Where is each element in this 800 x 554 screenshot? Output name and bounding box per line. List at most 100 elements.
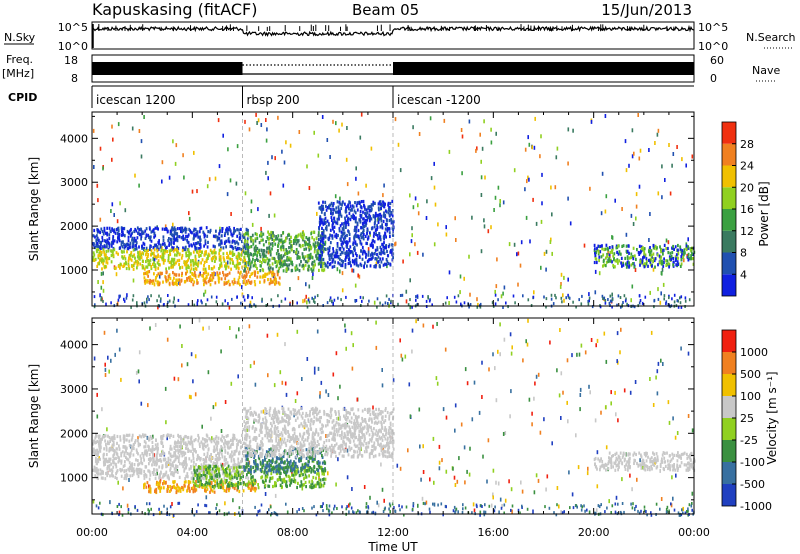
echo-cell	[347, 261, 350, 266]
ground-cell	[653, 305, 655, 309]
echo-cell	[121, 231, 124, 235]
echo-cell	[253, 249, 256, 253]
echo-cell	[339, 246, 341, 251]
echo-cell	[144, 281, 147, 285]
echo-cell	[224, 439, 226, 443]
echo-cell	[94, 459, 97, 463]
cpid-segment-label: icescan 1200	[96, 93, 175, 107]
scatter-cell	[226, 192, 229, 197]
ground-cell	[169, 505, 172, 509]
ground-cell	[602, 297, 604, 301]
echo-cell	[327, 247, 329, 251]
echo-cell	[130, 438, 133, 442]
echo-cell	[611, 245, 614, 249]
echo-cell	[338, 229, 341, 233]
echo-cell	[222, 270, 224, 275]
echo-cell	[225, 228, 227, 232]
echo-cell	[662, 264, 665, 268]
echo-cell	[108, 243, 111, 247]
echo-cell	[276, 270, 279, 274]
scatter-cell	[189, 269, 192, 274]
echo-cell	[360, 200, 363, 204]
echo-cell	[170, 472, 172, 476]
ground-cell	[270, 513, 272, 517]
echo-cell	[188, 244, 191, 248]
scatter-cell	[230, 381, 233, 386]
ground-cell	[580, 508, 583, 512]
echo-cell	[218, 243, 220, 247]
ground-cell	[345, 295, 347, 299]
echo-cell	[285, 236, 287, 240]
ground-cell	[346, 505, 348, 509]
echo-cell	[236, 260, 239, 264]
echo-cell	[183, 248, 186, 252]
echo-cell	[311, 269, 313, 273]
echo-cell	[162, 434, 165, 438]
ground-cell	[258, 509, 261, 513]
scatter-cell	[623, 388, 626, 393]
echo-cell	[378, 232, 380, 236]
echo-cell	[132, 467, 135, 471]
echo-cell	[355, 225, 358, 229]
echo-cell	[247, 454, 250, 458]
echo-cell	[94, 235, 96, 239]
echo-cell	[677, 243, 679, 248]
echo-cell	[165, 465, 167, 469]
scatter-cell	[273, 383, 276, 388]
echo-cell	[142, 266, 144, 270]
echo-cell	[125, 266, 128, 271]
echo-cell	[225, 458, 228, 462]
echo-cell	[204, 270, 207, 275]
echo-cell	[279, 238, 282, 242]
echo-cell	[223, 259, 226, 263]
scatter-cell	[541, 172, 543, 177]
echo-cell	[196, 453, 199, 458]
scatter-cell	[638, 184, 641, 189]
scatter-cell	[308, 284, 311, 289]
scatter-cell	[255, 112, 257, 117]
ground-cell	[333, 507, 335, 511]
echo-cell	[239, 261, 241, 265]
echo-cell	[321, 264, 324, 269]
echo-cell	[129, 229, 131, 233]
echo-cell	[268, 271, 271, 275]
echo-cell	[611, 247, 614, 251]
echo-cell	[332, 247, 334, 251]
ground-cell	[591, 305, 594, 309]
ground-cell	[148, 298, 150, 302]
echo-cell	[141, 244, 143, 248]
echo-cell	[271, 237, 274, 241]
ground-cell	[586, 508, 588, 512]
echo-cell	[216, 271, 219, 275]
ground-cell	[366, 510, 368, 514]
echo-cell	[191, 273, 194, 277]
echo-cell	[296, 234, 299, 238]
echo-cell	[190, 243, 193, 247]
scatter-cell	[545, 249, 548, 254]
echo-cell	[319, 221, 322, 225]
scatter-cell	[274, 156, 276, 161]
echo-cell	[164, 247, 167, 251]
echo-cell	[192, 457, 195, 461]
ground-cell	[388, 507, 390, 511]
scatter-cell	[281, 149, 283, 154]
scatter-cell	[153, 282, 156, 287]
echo-cell	[308, 253, 311, 257]
echo-cell	[116, 441, 118, 445]
echo-cell	[223, 476, 226, 480]
ground-cell	[218, 509, 221, 513]
echo-cell	[199, 226, 202, 231]
scatter-cell	[656, 391, 659, 396]
scatter-cell	[111, 157, 113, 162]
echo-cell	[203, 477, 205, 481]
echo-cell	[319, 223, 321, 227]
echo-cell	[270, 272, 273, 276]
ground-cell	[687, 509, 689, 513]
scatter-cell	[509, 332, 512, 337]
echo-cell	[115, 456, 117, 460]
ground-cell	[517, 508, 520, 512]
echo-cell	[140, 256, 143, 260]
echo-cell	[353, 262, 356, 266]
ground-cell	[341, 505, 343, 509]
echo-cell	[171, 265, 174, 269]
